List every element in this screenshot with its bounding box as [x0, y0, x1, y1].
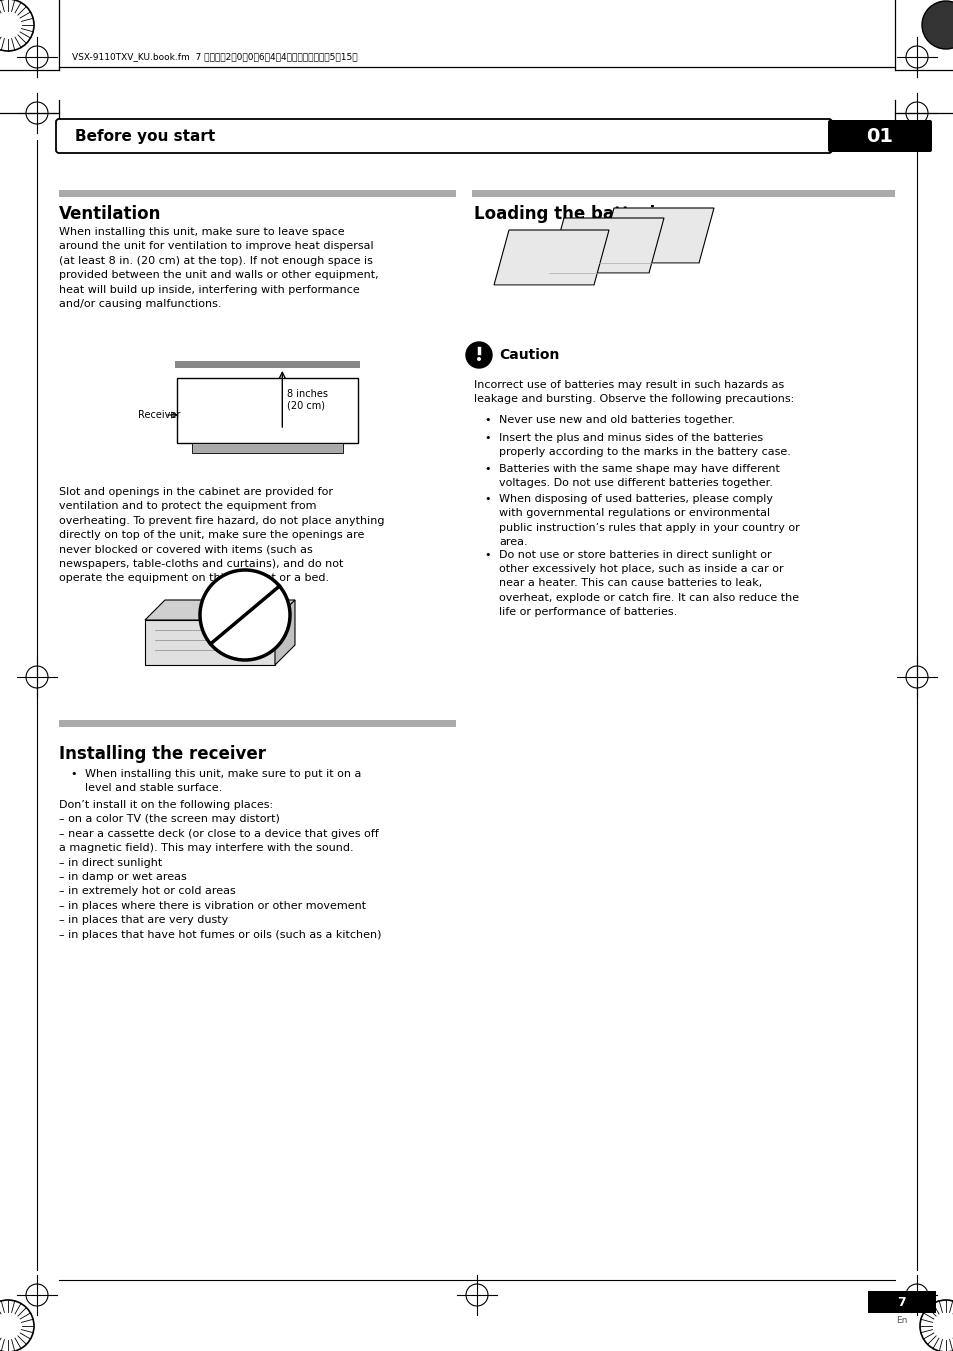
FancyBboxPatch shape — [56, 119, 831, 153]
Bar — [867, 1292, 935, 1313]
Polygon shape — [145, 620, 274, 665]
FancyBboxPatch shape — [827, 120, 931, 153]
Circle shape — [465, 342, 492, 367]
Text: Don’t install it on the following places:
– on a color TV (the screen may distor: Don’t install it on the following places… — [59, 800, 381, 939]
Text: Slot and openings in the cabinet are provided for
ventilation and to protect the: Slot and openings in the cabinet are pro… — [59, 486, 384, 584]
Text: Loading the batteries: Loading the batteries — [474, 205, 676, 223]
Text: •: • — [70, 769, 76, 780]
Text: Caution: Caution — [498, 349, 558, 362]
Text: When installing this unit, make sure to leave space
around the unit for ventilat: When installing this unit, make sure to … — [59, 227, 378, 309]
Text: Batteries with the same shape may have different
voltages. Do not use different : Batteries with the same shape may have d… — [498, 463, 779, 488]
Text: VSX-9110TXV_KU.book.fm  7 ページ　2　0　0　6年4月4日　火曜日　午後5時15分: VSX-9110TXV_KU.book.fm 7 ページ 2 0 0 6年4月4… — [71, 53, 357, 62]
Bar — [177, 378, 357, 443]
Polygon shape — [145, 600, 294, 620]
Text: Ventilation: Ventilation — [59, 205, 161, 223]
Text: Do not use or store batteries in direct sunlight or
other excessively hot place,: Do not use or store batteries in direct … — [498, 550, 799, 617]
Text: •: • — [483, 463, 490, 473]
Text: En: En — [896, 1316, 906, 1325]
Circle shape — [476, 357, 480, 361]
Text: •: • — [483, 415, 490, 426]
Circle shape — [200, 570, 290, 661]
Text: Incorrect use of batteries may result in such hazards as
leakage and bursting. O: Incorrect use of batteries may result in… — [474, 380, 794, 404]
Text: Insert the plus and minus sides of the batteries
properly according to the marks: Insert the plus and minus sides of the b… — [498, 434, 790, 458]
Text: Never use new and old batteries together.: Never use new and old batteries together… — [498, 415, 734, 426]
Text: 01: 01 — [865, 127, 893, 146]
Text: Before you start: Before you start — [75, 128, 215, 143]
Text: •: • — [483, 434, 490, 443]
Bar — [174, 361, 359, 367]
Text: •: • — [483, 550, 490, 559]
Polygon shape — [548, 218, 663, 273]
Bar — [472, 190, 894, 197]
Circle shape — [921, 1, 953, 49]
Polygon shape — [274, 600, 294, 665]
Text: Installing the receiver: Installing the receiver — [59, 744, 266, 763]
Polygon shape — [494, 230, 608, 285]
Text: •: • — [483, 494, 490, 504]
Polygon shape — [598, 208, 713, 263]
Text: When disposing of used batteries, please comply
with governmental regulations or: When disposing of used batteries, please… — [498, 494, 799, 547]
Bar — [192, 443, 343, 453]
Bar — [59, 720, 456, 727]
Text: When installing this unit, make sure to put it on a
level and stable surface.: When installing this unit, make sure to … — [85, 769, 361, 793]
Text: 8 inches
(20 cm): 8 inches (20 cm) — [287, 389, 328, 411]
Bar — [59, 190, 456, 197]
Text: Receiver: Receiver — [137, 409, 180, 420]
Text: 7: 7 — [897, 1296, 905, 1309]
